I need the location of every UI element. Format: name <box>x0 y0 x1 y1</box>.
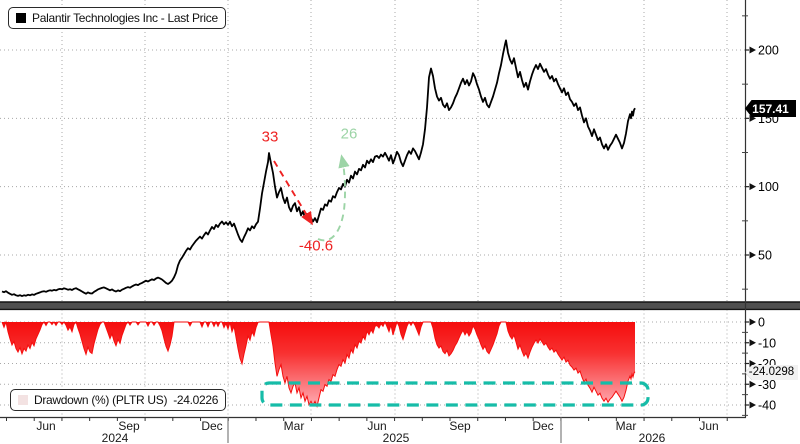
last-price-value: 157.41 <box>745 100 796 117</box>
x-axis-month-label: Jun <box>367 419 386 433</box>
x-axis-month-label: Dec <box>201 419 222 433</box>
x-axis-year-label: 2024 <box>102 431 129 444</box>
x-axis-month-label: Dec <box>532 419 553 433</box>
y-axis-tick-arrow-icon <box>749 339 756 347</box>
x-axis-month-label: Mar <box>616 419 637 433</box>
y-axis-tick-label: 50 <box>758 249 772 263</box>
last-price-axis-badge: 157.41 <box>745 100 796 117</box>
x-axis-month-label: Sep <box>118 419 140 433</box>
price-series-legend[interactable]: Palantir Technologies Inc - Last Price <box>8 7 226 29</box>
y-axis-tick-label: -40 <box>758 399 776 413</box>
y-axis-tick-arrow-icon <box>749 401 756 409</box>
drawdown-series-legend[interactable]: Drawdown (%) (PLTR US) -24.0226 <box>10 389 227 411</box>
y-axis-tick-arrow-icon <box>749 360 756 367</box>
y-axis-tick-arrow-icon <box>749 380 756 388</box>
price-series-legend-label: Palantir Technologies Inc - Last Price <box>32 11 218 25</box>
recovery-pct-annotation[interactable]: 26 <box>340 125 358 143</box>
price-series-swatch-icon <box>16 13 26 23</box>
x-axis-month-label: Sep <box>449 419 471 433</box>
highlight-rectangle-annotation[interactable] <box>260 381 650 407</box>
drawdown-axis-badge: -24.0298 <box>745 365 798 380</box>
drawdown-badge-value: -24.0298 <box>745 365 798 380</box>
y-axis-tick-arrow-icon <box>749 251 756 259</box>
panel-separator-bar[interactable] <box>0 302 800 310</box>
drawdown-area-series <box>2 322 635 407</box>
y-axis-tick-arrow-icon <box>749 183 756 191</box>
drawdown-legend-label: Drawdown (%) (PLTR US) <box>34 393 168 407</box>
y-axis-tick-label: 100 <box>758 180 779 194</box>
decline-arrow-annotation[interactable] <box>273 160 313 226</box>
y-axis-tick-arrow-icon <box>749 114 756 122</box>
y-axis-tick-arrow-icon <box>749 318 756 326</box>
x-axis-month-label: Jun <box>36 419 55 433</box>
drawdown-legend-value: -24.0226 <box>173 393 219 407</box>
drawdown-series-swatch-icon <box>18 395 28 405</box>
peak-pct-annotation[interactable]: 33 <box>261 128 279 146</box>
x-axis-year-label: 2026 <box>639 431 666 444</box>
drawdown-edge-line <box>1 320 636 408</box>
y-axis-tick-label: -30 <box>758 378 776 392</box>
recovery-curve-annotation[interactable] <box>317 154 350 242</box>
y-axis-tick-label: -10 <box>758 336 776 350</box>
price-line-series <box>1 39 636 298</box>
x-axis-month-label: Mar <box>284 419 305 433</box>
x-axis-month-label: Jun <box>699 419 718 433</box>
trough-pct-annotation[interactable]: -40.6 <box>298 237 334 255</box>
y-axis-tick-label: 0 <box>758 316 765 330</box>
y-axis-tick-label: 200 <box>758 44 779 58</box>
x-axis-year-label: 2025 <box>383 431 410 444</box>
y-axis-tick-arrow-icon <box>749 46 756 54</box>
